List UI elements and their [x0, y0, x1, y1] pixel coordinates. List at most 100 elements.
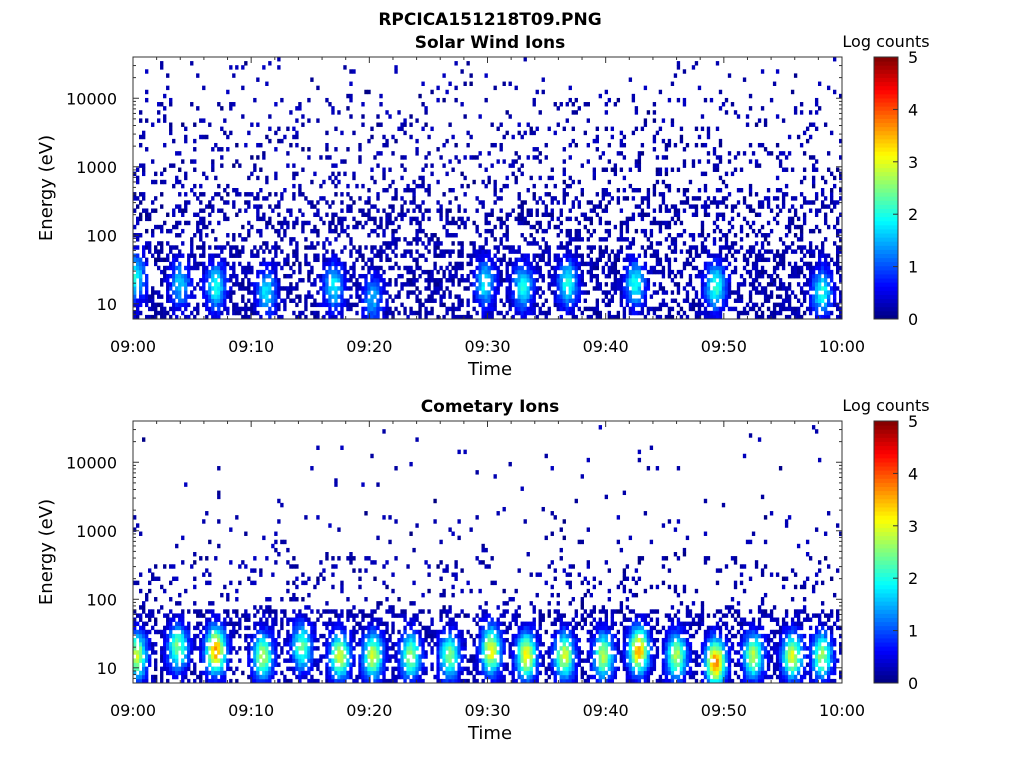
heatmap-cell [613, 265, 618, 271]
heatmap-cell [397, 290, 401, 295]
heatmap-cell [214, 642, 218, 647]
heatmap-cell [424, 278, 428, 283]
heatmap-cell [385, 110, 389, 115]
heatmap-cell [484, 249, 488, 254]
heatmap-cell [625, 278, 630, 283]
heatmap-cell [577, 106, 581, 111]
heatmap-cell [259, 216, 263, 222]
heatmap-cell [727, 294, 732, 299]
heatmap-cell [220, 650, 224, 655]
heatmap-cell [166, 621, 170, 627]
heatmap-cell [253, 253, 257, 258]
heatmap-cell [772, 306, 777, 312]
heatmap-cell [664, 142, 669, 148]
heatmap-cell [319, 278, 323, 283]
heatmap-cell [256, 253, 260, 258]
heatmap-cell [814, 310, 819, 316]
heatmap-cell [187, 637, 191, 643]
heatmap-cell [379, 286, 383, 291]
heatmap-cell [748, 159, 753, 164]
heatmap-cell [454, 294, 458, 299]
heatmap-cell [343, 159, 347, 164]
heatmap-cell [286, 678, 290, 684]
heatmap-cell [181, 560, 185, 565]
heatmap-cell [289, 642, 293, 647]
heatmap-cell [697, 196, 702, 201]
heatmap-cell [748, 142, 753, 148]
heatmap-cell [340, 294, 344, 299]
colorbar-swatch [874, 306, 898, 312]
heatmap-cell [700, 142, 705, 148]
heatmap-cell [157, 290, 161, 295]
heatmap-cell [811, 183, 816, 189]
heatmap-cell [655, 269, 660, 275]
heatmap-cell [271, 662, 275, 667]
heatmap-cell [346, 298, 350, 303]
heatmap-cell [295, 629, 299, 635]
heatmap-cell [679, 306, 684, 312]
heatmap-cell [187, 314, 191, 320]
heatmap-cell [706, 286, 711, 291]
heatmap-cell [793, 261, 798, 267]
heatmap-cell [184, 286, 188, 291]
colorbar-swatch [874, 106, 898, 111]
heatmap-cell [697, 310, 702, 316]
heatmap-cell [220, 310, 224, 316]
heatmap-cell [277, 302, 281, 308]
heatmap-cell [400, 282, 404, 287]
heatmap-cell [160, 605, 164, 610]
heatmap-cell [220, 155, 224, 160]
heatmap-cell [589, 269, 593, 275]
heatmap-cell [709, 261, 714, 267]
heatmap-cell [514, 282, 518, 287]
heatmap-cell [295, 625, 299, 631]
heatmap-cell [520, 265, 524, 271]
heatmap-cell [529, 298, 533, 303]
heatmap-cell [688, 306, 693, 312]
heatmap-cell [622, 175, 627, 181]
heatmap-cell [532, 196, 536, 201]
heatmap-cell [436, 208, 440, 213]
heatmap-cell [775, 114, 780, 119]
heatmap-cell [604, 192, 609, 197]
heatmap-cell [727, 273, 732, 279]
heatmap-cell [631, 278, 636, 283]
heatmap-cell [619, 286, 624, 291]
heatmap-cell [703, 286, 708, 291]
heatmap-cell [199, 237, 203, 242]
heatmap-cell [178, 298, 182, 303]
heatmap-cell [478, 294, 482, 299]
heatmap-cell [211, 678, 215, 684]
heatmap-cell [754, 257, 759, 263]
heatmap-cell [790, 290, 795, 295]
heatmap-cell [289, 658, 293, 663]
heatmap-cell [640, 265, 645, 271]
heatmap-cell [142, 629, 146, 635]
heatmap-cell [349, 237, 353, 242]
heatmap-cell [142, 269, 146, 275]
heatmap-cell [571, 302, 575, 308]
heatmap-cell [259, 245, 263, 250]
heatmap-cell [274, 265, 278, 271]
heatmap-cell [535, 147, 539, 152]
heatmap-cell [286, 126, 290, 132]
heatmap-cell [739, 167, 744, 172]
heatmap-cell [295, 666, 299, 672]
heatmap-cell [817, 273, 822, 279]
heatmap-cell [340, 159, 344, 164]
heatmap-cell [337, 257, 341, 263]
heatmap-cell [259, 228, 263, 234]
heatmap-cell [217, 310, 221, 316]
heatmap-cell [484, 265, 488, 271]
heatmap-cell [667, 314, 672, 320]
heatmap-cell [271, 257, 275, 263]
heatmap-cell [814, 208, 819, 213]
heatmap-cell [541, 290, 545, 295]
heatmap-cell [580, 261, 584, 267]
heatmap-cell [424, 245, 428, 250]
heatmap-cell [550, 208, 554, 213]
heatmap-cell [280, 138, 284, 144]
heatmap-cell [286, 633, 290, 639]
heatmap-cell [289, 110, 293, 115]
heatmap-cell [466, 278, 470, 283]
